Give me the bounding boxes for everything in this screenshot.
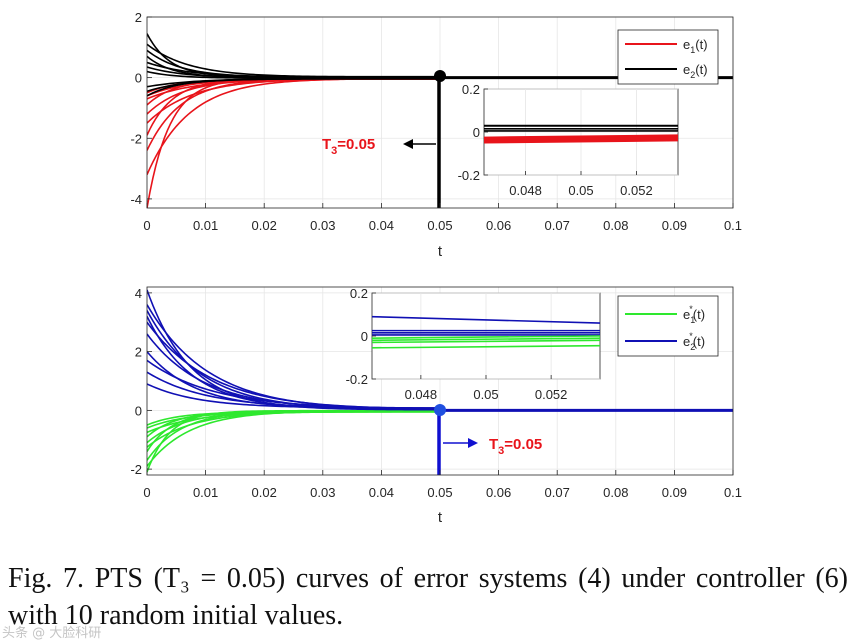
bottom-inset-ticks: 0.048 0.05 0.052 0.2 0 -0.2	[346, 286, 568, 402]
x-tick-label: 0.02	[252, 218, 277, 233]
bottom-legend: e1*(t) e2*(t)	[617, 295, 719, 357]
x-tick-label: 0	[143, 218, 150, 233]
x-tick-label: 0.04	[369, 218, 394, 233]
x-tick-label: 0.08	[603, 485, 628, 500]
inset-x-tick-label: 0.052	[620, 183, 653, 198]
top-ticks: 0 0.01 0.02 0.03 0.04 0.05 0.06 0.07 0.08 0.09 0.1…	[130, 10, 742, 233]
inset-series-line-2-2	[371, 339, 601, 344]
x-tick-label: 0.06	[486, 485, 511, 500]
x-tick-label: 0	[143, 485, 150, 500]
bottom-xlabel: t	[438, 509, 443, 526]
bottom-settling-marker	[434, 404, 446, 416]
x-tick-label: 0.05	[427, 485, 452, 500]
inset-x-tick-label: 0.052	[535, 387, 568, 402]
bottom-legend-label-e1: e1*(t)	[683, 304, 705, 325]
y-tick-label: 2	[135, 10, 142, 25]
inset-series-line-2-1	[371, 337, 601, 342]
y-tick-label: -4	[130, 192, 142, 207]
bottom-annotation: T3=0.05	[443, 436, 542, 457]
inset-series-line-2-0	[371, 335, 601, 339]
bottom-chart: T3=0.05 0 0.01 0.02 0.03 0.04 0.05 0.06 0.07 0.0…	[130, 286, 742, 526]
inset-series-line-2-0	[483, 134, 679, 139]
inset-x-tick-label: 0.048	[509, 183, 542, 198]
x-tick-label: 0.09	[662, 485, 687, 500]
x-tick-label: 0.09	[662, 218, 687, 233]
inset-x-tick-label: 0.048	[405, 387, 438, 402]
y-tick-label: -2	[130, 131, 142, 146]
top-settling-marker	[434, 70, 446, 82]
inset-series-line-2-2	[483, 136, 679, 141]
figure: T3=0.05 0 0.01 0.02 0.03 0.04 0.05 0.06 0.07 0.0…	[130, 10, 742, 526]
inset-y-tick-label: -0.2	[458, 168, 480, 183]
top-inset-ticks: 0.048 0.05 0.052 0.2 0 -0.2	[458, 82, 653, 198]
bottom-inset: 0.048 0.05 0.052 0.2 0 -0.2	[346, 286, 601, 402]
inset-y-tick-label: 0	[361, 329, 368, 344]
inset-series-line-2-5	[483, 139, 679, 144]
y-tick-label: 0	[135, 71, 142, 86]
x-tick-label: 0.04	[369, 485, 394, 500]
x-tick-label: 0.02	[252, 485, 277, 500]
y-tick-label: 4	[135, 286, 142, 301]
y-tick-label: -2	[130, 462, 142, 477]
top-inset: 0.048 0.05 0.052 0.2 0 -0.2	[458, 82, 679, 198]
x-tick-label: 0.03	[310, 218, 335, 233]
top-annotation-arrowhead	[403, 139, 413, 149]
x-tick-label: 0.1	[724, 218, 742, 233]
y-tick-label: 0	[135, 403, 142, 418]
x-tick-label: 0.05	[427, 218, 452, 233]
top-legend: e1(t) e2(t)	[617, 29, 719, 85]
bottom-inset-grid	[372, 292, 600, 380]
inset-y-tick-label: 0.2	[350, 286, 368, 301]
top-chart: T3=0.05 0 0.01 0.02 0.03 0.04 0.05 0.06 0.07 0.0…	[130, 10, 742, 260]
top-xlabel: t	[438, 243, 443, 260]
top-inset-grid	[484, 88, 678, 176]
x-tick-label: 0.07	[545, 218, 570, 233]
top-legend-label-e1: e1(t)	[683, 37, 708, 55]
x-tick-label: 0.01	[193, 485, 218, 500]
bottom-legend-box	[617, 295, 719, 357]
inset-y-tick-label: -0.2	[346, 372, 368, 387]
x-tick-label: 0.1	[724, 485, 742, 500]
top-inset-curves	[483, 124, 679, 144]
x-tick-label: 0.03	[310, 485, 335, 500]
bottom-legend-label-e2: e2*(t)	[683, 331, 705, 352]
bottom-inset-curves	[371, 315, 601, 349]
bottom-annotation-label: T3=0.05	[489, 436, 542, 457]
top-legend-box	[617, 29, 719, 85]
inset-series-line-2-4	[483, 138, 679, 143]
inset-y-tick-label: 0	[473, 125, 480, 140]
inset-x-tick-label: 0.05	[473, 387, 498, 402]
figure-caption: Fig. 7. PTS (T₃ = 0.05) curves of error …	[8, 563, 848, 631]
top-annotation-label: T3=0.05	[322, 136, 375, 157]
bottom-annotation-arrowhead	[468, 438, 478, 448]
watermark: 头条 @ 大脸科研	[2, 626, 102, 641]
y-tick-label: 2	[135, 345, 142, 360]
inset-series-line-2-1	[483, 135, 679, 140]
bottom-ticks: 0 0.01 0.02 0.03 0.04 0.05 0.06 0.07 0.08 0.09 0.1…	[130, 286, 742, 500]
inset-series-line-2-3	[483, 137, 679, 142]
top-annotation: T3=0.05	[322, 136, 436, 157]
top-legend-label-e2: e2(t)	[683, 62, 708, 80]
x-tick-label: 0.08	[603, 218, 628, 233]
x-tick-label: 0.06	[486, 218, 511, 233]
inset-series-line-1-0	[371, 315, 601, 324]
x-tick-label: 0.07	[545, 485, 570, 500]
inset-y-tick-label: 0.2	[462, 82, 480, 97]
inset-series-line-2-3	[371, 344, 601, 349]
inset-x-tick-label: 0.05	[568, 183, 593, 198]
x-tick-label: 0.01	[193, 218, 218, 233]
